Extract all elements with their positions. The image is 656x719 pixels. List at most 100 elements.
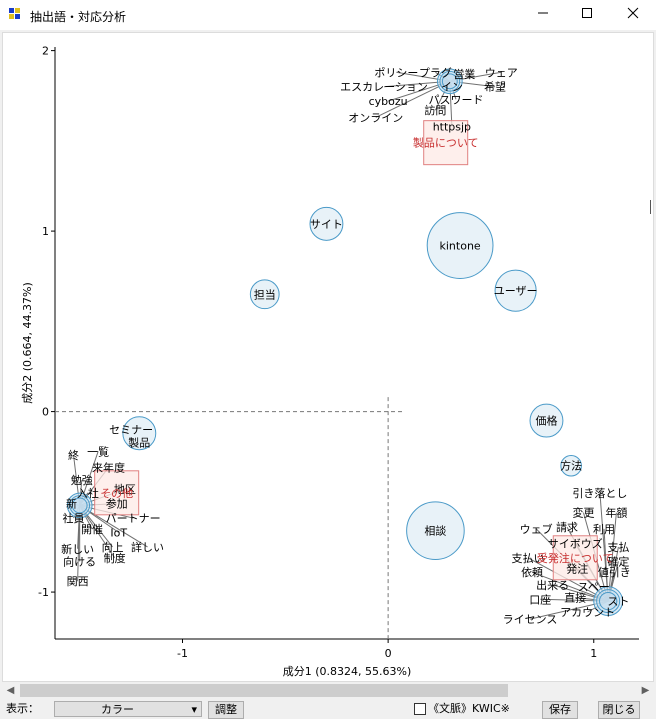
- close-icon: [627, 7, 639, 19]
- word-label: 発注: [566, 562, 588, 576]
- word-bubble: [309, 206, 344, 241]
- word-label: 価格: [535, 414, 557, 428]
- maximize-button[interactable]: [564, 0, 610, 30]
- word-bubble: [560, 454, 582, 477]
- word-bubble: [426, 212, 494, 279]
- word-label: プラグ: [419, 65, 452, 79]
- word-label: 担当: [254, 287, 276, 301]
- word-label: パスワード: [428, 93, 483, 106]
- word-label: 制度: [104, 551, 126, 565]
- word-label: 支払: [607, 540, 629, 554]
- word-label: 利用: [593, 523, 615, 536]
- scroll-left-icon[interactable]: ◀: [6, 685, 15, 696]
- word-label: パートナー: [106, 512, 161, 525]
- plot-area: -1 0 1 -1 0 1 2 成分1 (0.8324, 55.63%) 成分2 (0.664,…: [2, 32, 654, 682]
- word-label: 確定: [607, 554, 629, 568]
- word-label: 来年度: [92, 461, 125, 475]
- word-label: 直接: [564, 590, 586, 604]
- word-bubble: [406, 501, 465, 560]
- maximize-icon: [582, 8, 592, 18]
- word-bubble: [122, 416, 157, 451]
- word-label: 関西: [67, 575, 89, 588]
- adjust-button[interactable]: 調整: [208, 701, 244, 719]
- word-label: ライセンス: [503, 613, 558, 626]
- word-label: 支払い: [511, 551, 544, 565]
- category-label: 製品について: [413, 136, 479, 150]
- minimize-button[interactable]: [520, 0, 566, 30]
- connector-line: [375, 80, 451, 118]
- cluster-bubble: [441, 73, 458, 90]
- y-tick-label: 1: [42, 225, 49, 238]
- close-window-button[interactable]: 閉じる: [598, 701, 640, 719]
- word-label: 向上: [102, 540, 124, 554]
- minimize-icon: [538, 12, 548, 14]
- x-tick-label: 1: [590, 647, 597, 660]
- save-button[interactable]: 保存: [542, 701, 578, 719]
- title-bar: 抽出語・対応分析: [0, 0, 656, 30]
- word-label: 地区: [114, 483, 136, 496]
- word-label: 方法: [560, 459, 582, 473]
- app-icon: [9, 8, 21, 20]
- word-label: ウェブ: [520, 522, 553, 536]
- resize-notch[interactable]: [650, 200, 655, 214]
- word-label: 勉強: [71, 473, 93, 487]
- word-label: 値引き: [598, 565, 631, 579]
- word-label: 向ける: [63, 554, 96, 568]
- word-label: サイト: [310, 218, 343, 231]
- display-select[interactable]: カラー ▾: [54, 701, 202, 717]
- cluster-bubble: [599, 591, 618, 611]
- y-tick-label: -1: [38, 586, 49, 599]
- word-label: 社員: [63, 511, 85, 525]
- word-label: 参加: [106, 497, 128, 511]
- word-label: 引き落とし: [572, 486, 627, 500]
- bottom-toolbar: 表示： カラー ▾ 調整 《文脈》KWIC※ 保存 閉じる: [0, 700, 656, 719]
- word-label: 年額: [605, 506, 627, 520]
- connector-line: [79, 505, 148, 548]
- word-label: 訪問: [424, 103, 446, 117]
- close-button[interactable]: [610, 0, 656, 30]
- window-title: 抽出語・対応分析: [30, 10, 127, 24]
- category-label: その他: [100, 487, 133, 500]
- chevron-down-icon: ▾: [191, 703, 197, 716]
- horizontal-scrollbar[interactable]: ◀ ▶: [0, 682, 656, 699]
- word-label: 新: [66, 497, 77, 511]
- word-label: 開催: [81, 522, 103, 536]
- word-label: オンライン: [348, 111, 403, 124]
- word-label: 入社: [77, 486, 99, 500]
- word-label: ポリシー: [374, 66, 418, 79]
- word-label: 変更: [572, 506, 594, 520]
- word-bubble: [249, 279, 280, 310]
- correspondence-analysis-chart: -1 0 1 -1 0 1 2 成分1 (0.8324, 55.63%) 成分2 (0.664,…: [21, 45, 639, 678]
- word-label: サイボウズ: [548, 536, 603, 550]
- word-label: 詳しい: [131, 540, 164, 554]
- word-label: 相談: [424, 524, 446, 538]
- word-label: ユーザー: [494, 285, 538, 298]
- display-select-value: カラー: [101, 703, 134, 716]
- display-label: 表示：: [6, 702, 39, 715]
- word-label: 依頼: [521, 566, 543, 579]
- x-axis-label: 成分1 (0.8324, 55.63%): [283, 665, 412, 678]
- kwic-label: 《文脈》KWIC※: [428, 702, 510, 715]
- word-label: ウェア: [485, 66, 518, 79]
- word-label: イン: [441, 81, 463, 94]
- word-label: アカウント: [560, 606, 615, 619]
- word-label: 営業: [453, 67, 475, 81]
- word-label: スペー: [578, 581, 610, 594]
- scroll-right-icon[interactable]: ▶: [641, 685, 650, 696]
- x-tick-label: 0: [385, 647, 392, 660]
- x-tick-label: -1: [177, 647, 188, 660]
- word-label: 一覧: [87, 444, 109, 458]
- scroll-thumb[interactable]: [20, 684, 508, 697]
- word-label: kintone: [440, 240, 481, 253]
- word-bubble: [494, 269, 537, 312]
- kwic-checkbox[interactable]: [414, 703, 426, 715]
- category-marker: [94, 470, 140, 516]
- word-label: スト: [607, 595, 629, 608]
- y-tick-label: 2: [42, 45, 49, 58]
- category-marker: [552, 535, 598, 581]
- category-marker: [423, 120, 469, 166]
- category-label: 受発注について: [537, 551, 614, 565]
- word-label: httpsjp: [433, 120, 471, 133]
- word-label: cybozu: [369, 95, 408, 108]
- word-label: 新しい: [61, 542, 94, 556]
